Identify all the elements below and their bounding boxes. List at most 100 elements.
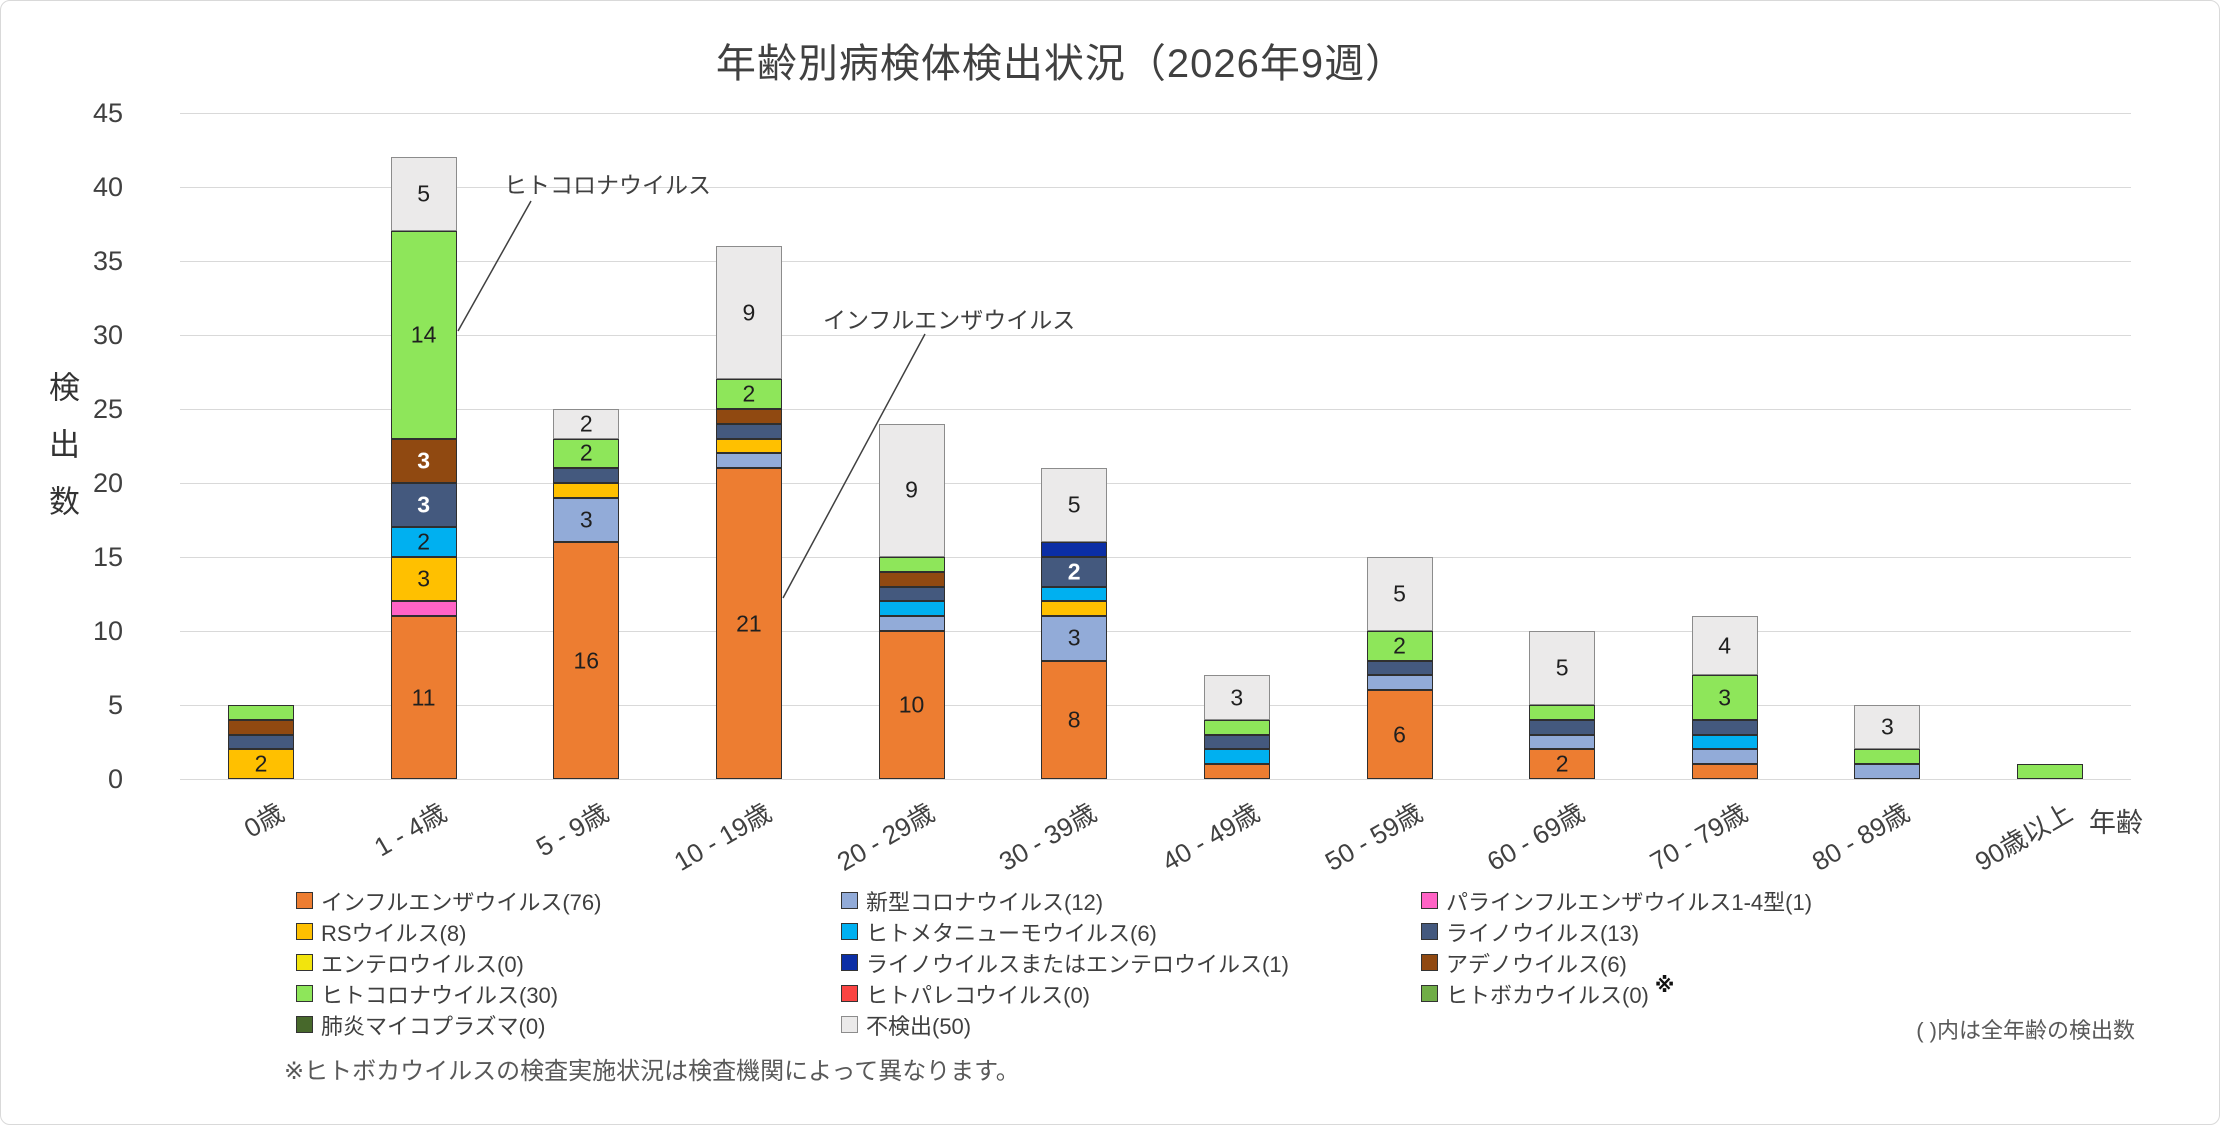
x-tick-label: 20 - 29歳 (831, 797, 939, 877)
bar-segment-label: 8 (1067, 706, 1081, 733)
bar-segment-label: 2 (742, 380, 756, 407)
bar-segment-label: 14 (410, 321, 437, 348)
bar-segment-label: 3 (1880, 713, 1894, 740)
bar-segment (228, 734, 294, 750)
bar-segment-label: 3 (417, 447, 430, 474)
legend-label: 不検出(50) (866, 1013, 972, 1039)
legend-swatch-icon (1421, 892, 1438, 909)
bar-segment: 5 (1529, 631, 1596, 705)
bar-segment: 3 (1691, 675, 1758, 720)
bar-segment (1041, 601, 1108, 617)
x-tick-label: 40 - 49歳 (1156, 797, 1265, 877)
bar-segment (715, 438, 782, 454)
y-tick-label: 0 (107, 764, 123, 794)
bar-segment: 3 (1041, 616, 1108, 661)
bar-segment-label: 2 (579, 410, 593, 437)
annotation-leader-line (457, 200, 532, 332)
bar-segment-label: 9 (742, 299, 756, 326)
legend-item: ヒトコロナウイルス(30) (296, 978, 841, 1009)
chart-title: 年齢別病検体検出状況（2026年9週） (715, 42, 1407, 86)
bar-segment: 6 (1366, 690, 1433, 779)
x-tick-label: 50 - 59歳 (1319, 797, 1427, 877)
bar-segment (228, 719, 294, 735)
legend-item: 不検出(50) (841, 1009, 1421, 1040)
legend-note: ( )内は全年齢の検出数 (1916, 1018, 2135, 1043)
legend-swatch-icon (1421, 985, 1438, 1002)
bar-segment (1529, 705, 1596, 720)
legend-label: ヒトメタニューモウイルス(6) (866, 920, 1157, 946)
bar-segment (1203, 764, 1270, 779)
x-tick-label: 5 - 9歳 (531, 797, 614, 863)
bar-segment (1366, 675, 1433, 691)
footnote: ※ヒトボカウイルスの検査実施状況は検査機関によって異なります。 (284, 1058, 1020, 1085)
bar-segment (715, 423, 782, 439)
y-tick-label: 25 (92, 394, 123, 424)
bar-segment (715, 409, 782, 424)
gridline (180, 335, 2131, 336)
x-tick-label: 60 - 69歳 (1481, 797, 1590, 877)
legend-item: ヒトパレコウイルス(0) (841, 978, 1421, 1009)
bar-segment: 5 (1041, 468, 1108, 543)
bar-segment (2017, 764, 2083, 779)
legend-item: ヒトボカウイルス(0) ※ (1421, 975, 2121, 1009)
y-tick-label: 30 (92, 320, 123, 350)
legend-item: インフルエンザウイルス(76) (296, 885, 841, 916)
y-tick-label: 45 (92, 98, 123, 128)
gridline (180, 631, 2131, 632)
bar-segment-label: 3 (1230, 684, 1244, 711)
legend-item: ヒトメタニューモウイルス(6) (841, 916, 1421, 947)
gridline (180, 409, 2131, 410)
bar-segment-label: 2 (1067, 558, 1081, 585)
legend-label: ライノウイルス(13) (1446, 920, 1640, 946)
bar-segment: 9 (715, 246, 782, 380)
bar-segment (1691, 734, 1758, 750)
x-tick-label: 0歳 (238, 797, 289, 844)
legend-swatch-icon (296, 923, 313, 940)
bar-segment (1854, 749, 1921, 765)
legend-swatch-icon (841, 985, 858, 1002)
legend-label: エンテロウイルス(0) (321, 951, 524, 977)
bar-segment-label: 2 (1393, 632, 1406, 659)
legend-label: 肺炎マイコプラズマ(0) (321, 1013, 546, 1039)
bar-segment-label: 3 (1718, 684, 1732, 711)
bar-segment-label: 21 (736, 610, 762, 637)
legend-label: ヒトボカウイルス(0) (1446, 982, 1649, 1008)
bar-segment (390, 601, 457, 617)
y-tick-label: 35 (92, 246, 123, 276)
x-tick-label: 80 - 89歳 (1807, 797, 1915, 877)
bar-segment (878, 616, 945, 631)
legend-item: ライノウイルス(13) (1421, 916, 2121, 947)
bar-segment-label: 3 (417, 565, 430, 592)
bar-segment: 3 (390, 438, 457, 483)
annotation-label: インフルエンザウイルス (823, 307, 1076, 333)
legend-label: インフルエンザウイルス(76) (321, 889, 602, 915)
legend-item: エンテロウイルス(0) (296, 947, 841, 978)
legend-item: アデノウイルス(6) (1421, 947, 2121, 978)
bar-segment: 2 (390, 527, 457, 557)
bar-segment (1691, 719, 1758, 735)
x-tick-label: 1 - 4歳 (368, 797, 452, 863)
bar-segment: 5 (390, 157, 457, 232)
bar-segment (553, 468, 620, 483)
legend-swatch-icon (296, 1016, 313, 1033)
bar-segment (1529, 719, 1596, 735)
bar-segment-label: 4 (1718, 632, 1732, 659)
bar-segment-label: 6 (1393, 721, 1406, 748)
bar-segment: 3 (390, 557, 457, 602)
bar-segment-label: 5 (1555, 654, 1569, 681)
bar-segment (878, 571, 945, 587)
bar-segment: 4 (1691, 616, 1758, 676)
bar-segment (1203, 719, 1270, 735)
gridline (180, 261, 2131, 262)
legend-footnote-mark: ※ (1654, 975, 1675, 997)
bar-segment: 2 (1366, 631, 1433, 661)
bar-segment: 2 (553, 409, 620, 439)
legend-swatch-icon (841, 954, 858, 971)
y-tick-label: 20 (92, 468, 123, 498)
bar-segment: 16 (553, 542, 620, 779)
bar-segment (1691, 749, 1758, 765)
bar-segment: 5 (1366, 557, 1433, 631)
bar-segment (715, 453, 782, 469)
bar-segment (1041, 586, 1108, 602)
